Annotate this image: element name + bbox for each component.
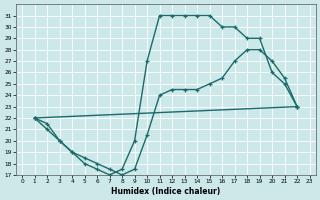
X-axis label: Humidex (Indice chaleur): Humidex (Indice chaleur) bbox=[111, 187, 220, 196]
